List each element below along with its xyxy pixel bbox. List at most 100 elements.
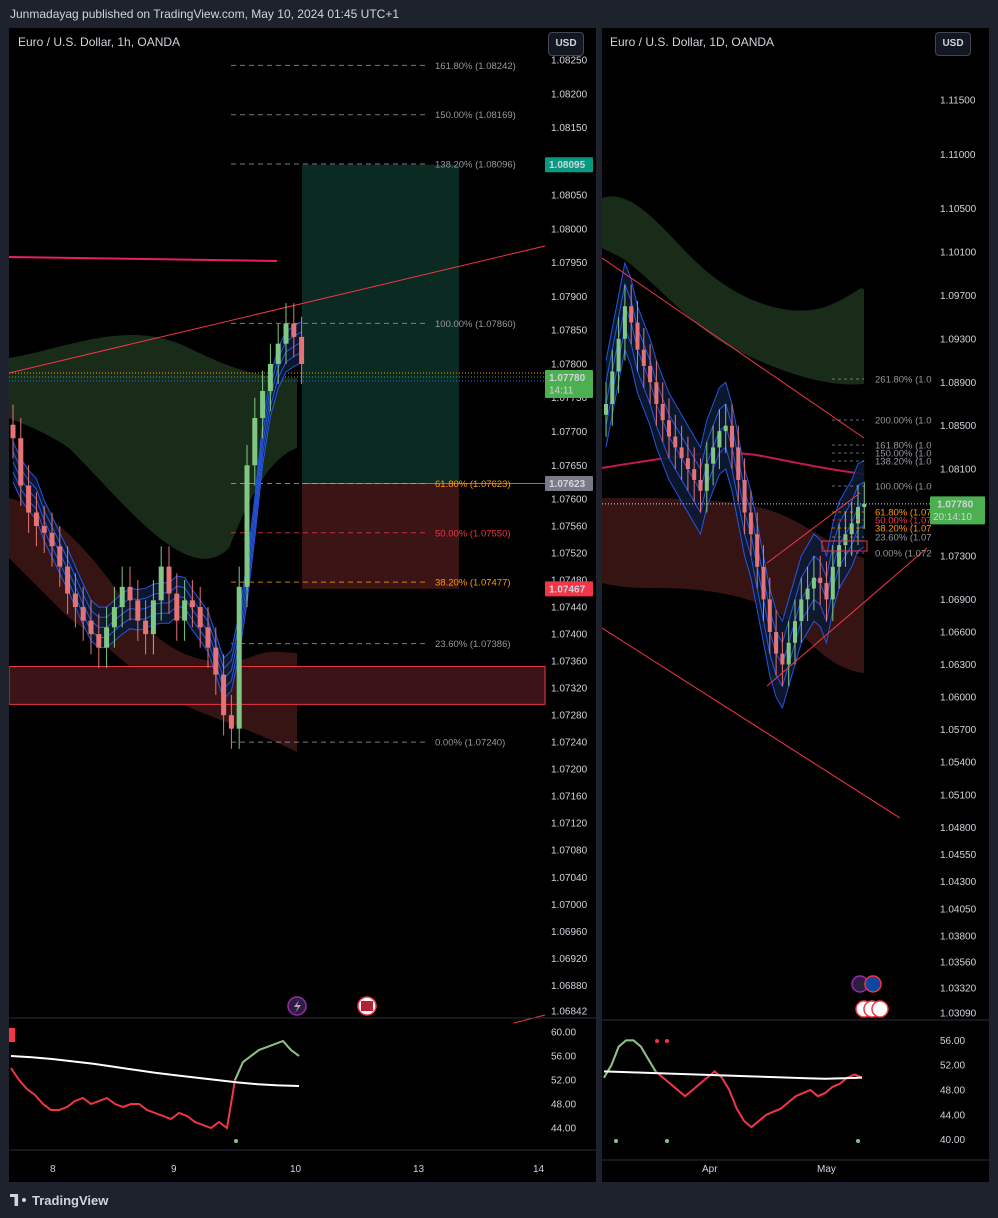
indicator-axis-tick: 48.00 [940, 1086, 965, 1097]
candle-body [96, 634, 102, 648]
chart-panel-1h[interactable]: 1.082501.082001.081501.081001.080501.080… [9, 28, 596, 1182]
price-axis-tick: 1.07080 [551, 846, 588, 857]
price-tag [930, 496, 985, 525]
currency-button[interactable]: USD [935, 32, 971, 56]
price-axis-tick: 1.04550 [940, 850, 977, 861]
chart-canvas-1d[interactable]: 1.11500 1.11000 1.10500 1.10100 1.09700 1.093… [602, 28, 989, 1182]
price-axis-tick: 1.07600 [551, 495, 588, 506]
price-axis-tick: 1.10100 [940, 247, 977, 258]
candle-body [57, 546, 63, 567]
indicator-axis-tick: 44.00 [940, 1110, 965, 1121]
price-axis-tick: 1.08900 [940, 378, 977, 389]
candle-body [856, 507, 860, 524]
price-axis-tick: 1.08050 [551, 191, 588, 202]
fib-label: 138.20% (1.08096) [435, 160, 516, 171]
price-axis-tick: 1.05700 [940, 725, 977, 736]
publish-info: Junmadayag published on TradingView.com,… [10, 7, 400, 21]
trend-line [766, 492, 861, 564]
time-axis-tick: 9 [171, 1164, 177, 1175]
trend-line [9, 245, 546, 374]
price-axis-tick: 1.06880 [551, 981, 588, 992]
candle-body [10, 424, 16, 439]
candle-body [18, 438, 24, 486]
signal-dot [665, 1139, 669, 1143]
indicator-marker [9, 1028, 15, 1042]
symbol-title: Euro / U.S. Dollar, 1h, OANDA [18, 35, 181, 49]
candle-body [252, 417, 258, 466]
fib-label: 50.00% (1.07550) [435, 528, 511, 539]
fib-label: 100.00% (1.0 [875, 482, 932, 493]
candle-body [654, 382, 659, 404]
currency-button[interactable]: USD [548, 32, 584, 56]
time-axis-tick: 14 [533, 1164, 545, 1175]
candle-body [65, 566, 71, 594]
price-tag-label: 1.07467 [549, 584, 586, 595]
candle-body [736, 447, 741, 480]
candle-body [72, 593, 78, 608]
price-axis-tick: 1.07400 [551, 630, 588, 641]
candle-body [824, 583, 829, 600]
price-axis-tick: 1.07560 [551, 522, 588, 533]
candle-body [811, 577, 816, 589]
price-axis-tick: 1.07750 [551, 393, 588, 404]
candle-body [793, 621, 797, 643]
bullish-cloud [602, 196, 864, 385]
candle-body [849, 523, 854, 535]
price-axis-tick: 1.07520 [551, 549, 588, 560]
candle-body [197, 607, 203, 628]
price-axis-tick: 1.09300 [940, 334, 977, 345]
lightning-icon [294, 1000, 301, 1013]
candle-body [843, 534, 848, 546]
chart-panel-1d[interactable]: 1.11500 1.11000 1.10500 1.10100 1.09700 1.093… [602, 28, 989, 1182]
candle-body [299, 336, 305, 364]
indicator-axis-tick: 52.00 [940, 1061, 965, 1072]
price-axis-tick: 1.07200 [551, 765, 588, 776]
demand-zone [821, 540, 868, 552]
trend-line [766, 547, 928, 687]
candle-body [127, 586, 133, 601]
candle-body [283, 323, 289, 344]
fib-label: 261.80% (1.0 [875, 375, 932, 386]
price-tag-label: 1.07780 [937, 499, 974, 510]
price-axis-tick: 1.11500 [940, 96, 976, 107]
price-axis-tick: 1.03090 [940, 1009, 977, 1020]
price-axis-tick: 1.07160 [551, 792, 588, 803]
time-axis-tick: May [817, 1164, 836, 1175]
us-flag-icon [361, 1001, 373, 1011]
price-axis-tick: 1.06842 [551, 1007, 588, 1018]
candle-body [818, 577, 823, 584]
candle-body [837, 545, 842, 567]
candle-body [673, 436, 678, 448]
price-axis-tick: 1.06300 [940, 660, 977, 671]
indicator-axis-tick: 56.00 [551, 1052, 576, 1063]
candle-body [260, 390, 266, 418]
price-axis-tick: 1.08000 [551, 224, 588, 235]
tradingview-logo[interactable]: TradingView [10, 1193, 108, 1208]
candle-body [267, 363, 273, 391]
chart-canvas-1h[interactable]: 1.082501.082001.081501.081001.080501.080… [9, 28, 596, 1182]
rsi-line-bull [603, 1039, 657, 1079]
price-axis-tick: 1.07480 [551, 576, 588, 587]
candle-body [767, 599, 772, 632]
price-axis-tick: 1.07300 [940, 551, 977, 562]
price-tag-countdown: 14:11 [549, 385, 574, 396]
resistance-line [9, 256, 278, 262]
price-axis-tick: 1.06900 [940, 595, 977, 606]
signal-dot [655, 1039, 659, 1043]
fib-label: 38.20% (1.07477) [435, 578, 511, 589]
candle-body [698, 479, 703, 491]
price-axis-tick: 1.07120 [551, 819, 588, 830]
indicator-axis-tick: 44.00 [551, 1124, 576, 1135]
price-axis-tick: 1.06920 [551, 954, 588, 965]
candle-body [80, 607, 86, 621]
signal-dot [614, 1139, 618, 1143]
price-axis-tick: 1.07320 [551, 684, 588, 695]
candle-body [679, 447, 684, 459]
candle-body [244, 465, 250, 587]
price-axis-tick: 1.04300 [940, 877, 977, 888]
price-axis-tick: 1.08250 [551, 56, 588, 67]
price-axis-tick: 1.04800 [940, 823, 977, 834]
candle-body [111, 607, 117, 628]
candle-body [667, 420, 671, 437]
candle-body [799, 599, 804, 622]
